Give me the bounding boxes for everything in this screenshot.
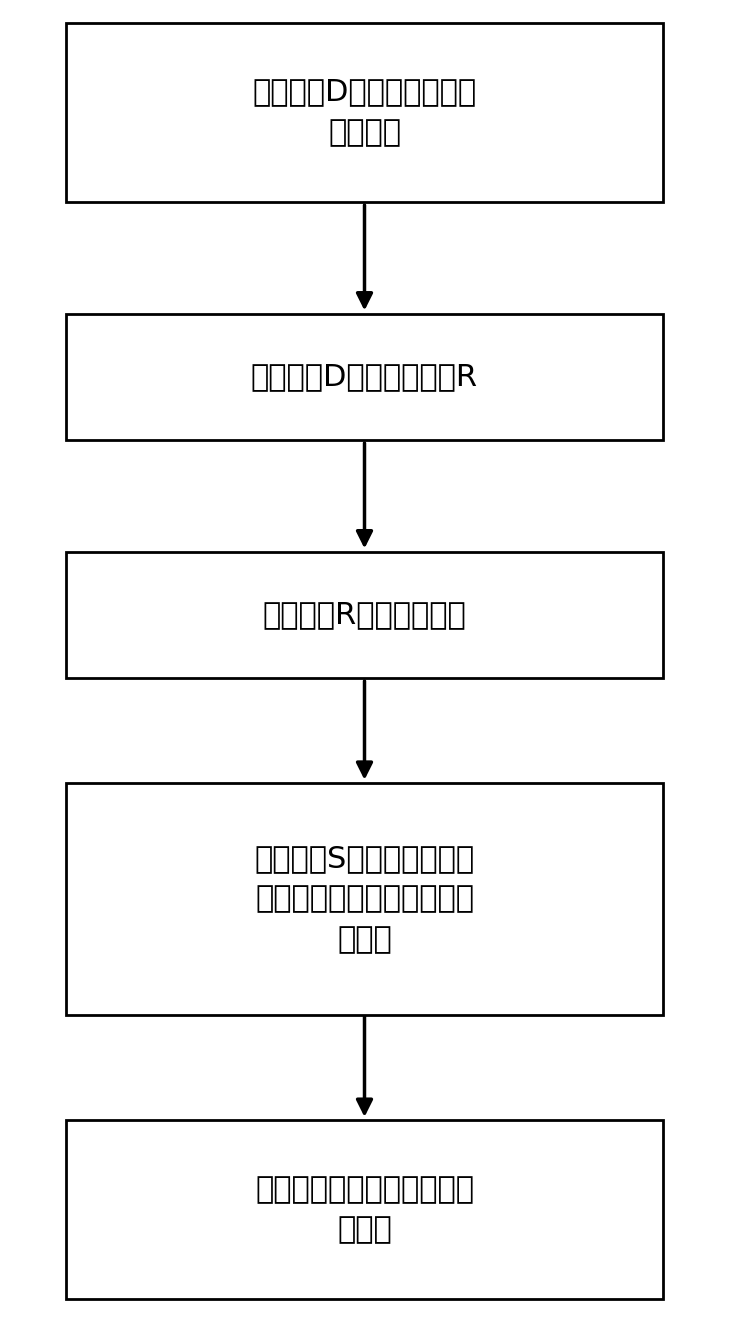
Bar [66, 315, 663, 439]
Text: 目的节点D获取相关的信道
状态信息: 目的节点D获取相关的信道 状态信息 [252, 78, 477, 147]
Bar [66, 783, 663, 1015]
Bar [66, 1121, 663, 1298]
Bar [66, 22, 663, 201]
Text: 发送节点S发送信息信号的
同时，最优中继发送人工噪
声信号: 发送节点S发送信息信号的 同时，最优中继发送人工噪 声信号 [254, 843, 475, 954]
Text: 目的节点D选出最优中继R: 目的节点D选出最优中继R [251, 362, 478, 391]
Text: 最优中继R产生噪声信号: 最优中继R产生噪声信号 [262, 600, 467, 629]
Text: 目的节点获取信号，通信过
程完成: 目的节点获取信号，通信过 程完成 [255, 1175, 474, 1244]
Bar [66, 553, 663, 677]
